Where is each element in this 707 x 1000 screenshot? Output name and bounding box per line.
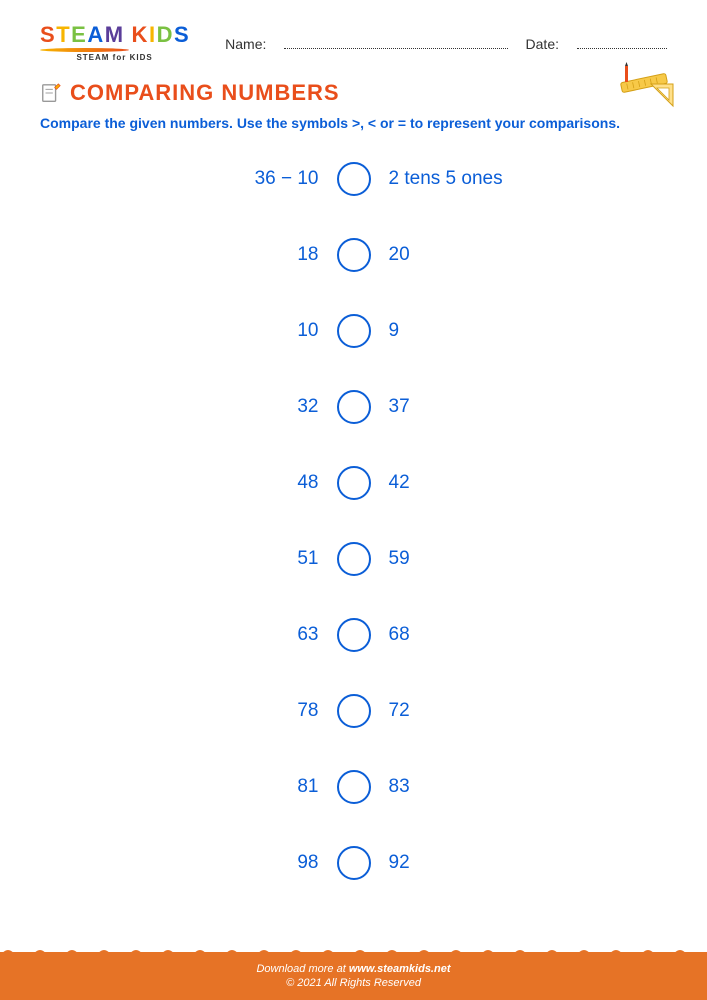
- worksheet-icon: [40, 82, 62, 104]
- comparison-circle[interactable]: [337, 770, 371, 804]
- header-row: STEAM KIDS STEAM for KIDS Name: Date:: [40, 24, 667, 62]
- problem-right-value: 83: [389, 776, 509, 798]
- logo-letter: A: [87, 24, 103, 46]
- footer-url: www.steamkids.net: [349, 963, 451, 975]
- problem-right-value: 68: [389, 624, 509, 646]
- problem-row: 32 37: [40, 390, 667, 424]
- logo-letter: [125, 24, 131, 46]
- problem-right-value: 72: [389, 700, 509, 722]
- worksheet-page: STEAM KIDS STEAM for KIDS Name: Date: CO…: [0, 0, 707, 880]
- comparison-circle[interactable]: [337, 542, 371, 576]
- problem-right-value: 2 tens 5 ones: [389, 168, 509, 190]
- ruler-triangle-icon: [617, 62, 677, 108]
- instructions-text: Compare the given numbers. Use the symbo…: [40, 114, 667, 134]
- problem-row: 36 − 10 2 tens 5 ones: [40, 162, 667, 196]
- logo-swoosh: [40, 48, 129, 52]
- problem-left-value: 81: [199, 776, 319, 798]
- comparison-circle[interactable]: [337, 390, 371, 424]
- problems-list: 36 − 102 tens 5 ones18201093237484251596…: [40, 162, 667, 880]
- footer-background: [0, 952, 707, 1000]
- problem-row: 78 72: [40, 694, 667, 728]
- problem-row: 98 92: [40, 846, 667, 880]
- logo-letter: E: [71, 24, 86, 46]
- footer-copyright: © 2021 All Rights Reserved: [286, 977, 421, 989]
- problem-left-value: 36 − 10: [199, 168, 319, 190]
- logo-main: STEAM KIDS: [40, 24, 189, 46]
- problem-left-value: 32: [199, 396, 319, 418]
- problem-right-value: 37: [389, 396, 509, 418]
- problem-row: 81 83: [40, 770, 667, 804]
- logo: STEAM KIDS STEAM for KIDS: [40, 24, 189, 62]
- problem-right-value: 9: [389, 320, 509, 342]
- page-title: COMPARING NUMBERS: [70, 80, 340, 106]
- logo-subtitle: STEAM for KIDS: [40, 54, 189, 62]
- comparison-circle[interactable]: [337, 694, 371, 728]
- comparison-circle[interactable]: [337, 466, 371, 500]
- logo-letter: T: [56, 24, 70, 46]
- problem-left-value: 63: [199, 624, 319, 646]
- name-date-fields: Name: Date:: [225, 35, 667, 52]
- date-label: Date:: [526, 36, 559, 52]
- footer-download-text: Download more at www.steamkids.net: [256, 963, 450, 975]
- name-label: Name:: [225, 36, 266, 52]
- problem-left-value: 18: [199, 244, 319, 266]
- problem-left-value: 78: [199, 700, 319, 722]
- problem-right-value: 59: [389, 548, 509, 570]
- logo-letter: M: [105, 24, 124, 46]
- logo-letter: S: [40, 24, 55, 46]
- comparison-circle[interactable]: [337, 238, 371, 272]
- comparison-circle[interactable]: [337, 846, 371, 880]
- problem-left-value: 51: [199, 548, 319, 570]
- problem-left-value: 10: [199, 320, 319, 342]
- comparison-circle[interactable]: [337, 314, 371, 348]
- logo-letter: K: [132, 24, 148, 46]
- problem-row: 1820: [40, 238, 667, 272]
- logo-letter: I: [149, 24, 156, 46]
- logo-letter: D: [157, 24, 173, 46]
- problem-left-value: 48: [199, 472, 319, 494]
- name-input-line[interactable]: [284, 35, 507, 49]
- title-row: COMPARING NUMBERS: [40, 80, 667, 106]
- problem-right-value: 92: [389, 852, 509, 874]
- problem-row: 51 59: [40, 542, 667, 576]
- problem-row: 10 9: [40, 314, 667, 348]
- problem-row: 48 42: [40, 466, 667, 500]
- date-input-line[interactable]: [577, 35, 667, 49]
- footer-wave: [0, 944, 707, 956]
- footer: Download more at www.steamkids.net © 202…: [0, 952, 707, 1000]
- problem-right-value: 20: [389, 244, 509, 266]
- problem-left-value: 98: [199, 852, 319, 874]
- comparison-circle[interactable]: [337, 162, 371, 196]
- logo-letter: S: [174, 24, 189, 46]
- comparison-circle[interactable]: [337, 618, 371, 652]
- problem-row: 63 68: [40, 618, 667, 652]
- problem-right-value: 42: [389, 472, 509, 494]
- footer-prefix: Download more at: [256, 963, 348, 975]
